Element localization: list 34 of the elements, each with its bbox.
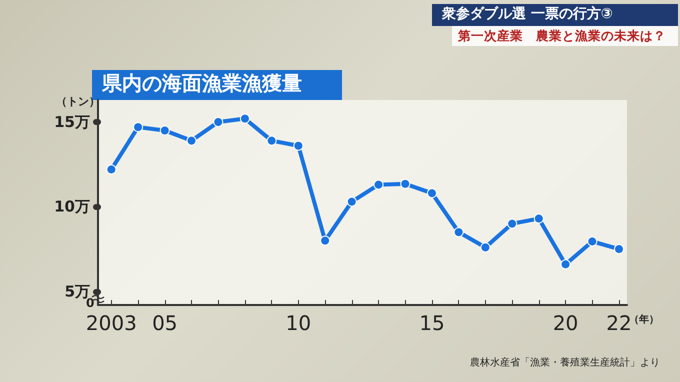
point — [346, 196, 357, 207]
y-tick-label: 15万 — [54, 113, 90, 132]
point — [426, 188, 437, 198]
x-axis-title: （年） — [629, 314, 659, 326]
point — [293, 140, 304, 151]
text: 農林水産省「漁業・養殖業生産統計」より — [470, 356, 660, 368]
point — [507, 218, 518, 229]
text: 衆参ダブル選 一票の行方③ — [441, 5, 613, 22]
point — [454, 227, 464, 238]
point — [213, 117, 224, 128]
point — [614, 244, 624, 254]
point — [320, 236, 330, 246]
x-tick-label: 05 — [152, 311, 178, 335]
chart-subtitle: 第一次産業 農業と漁業の未来は？ — [457, 28, 666, 43]
point — [374, 180, 384, 190]
x-tick-label: 20 — [552, 311, 578, 335]
x-tick-label: 10 — [286, 311, 312, 335]
point — [106, 164, 116, 174]
point — [266, 136, 277, 146]
point — [133, 122, 144, 132]
point — [240, 114, 250, 124]
x-tick-label: 2003 — [86, 311, 137, 335]
point — [560, 259, 571, 270]
y-axis-title: （トン） — [56, 95, 100, 108]
point — [587, 236, 598, 246]
x-tick-label: 22 — [606, 311, 632, 335]
point — [400, 178, 410, 189]
x-tick-label: 15 — [419, 311, 445, 335]
chart-title: 県内の海面漁業漁獲量 — [101, 71, 302, 95]
point — [186, 136, 197, 146]
point — [534, 214, 544, 224]
point — [480, 242, 490, 252]
point — [160, 126, 170, 136]
y-tick-label: 10万 — [54, 198, 90, 216]
